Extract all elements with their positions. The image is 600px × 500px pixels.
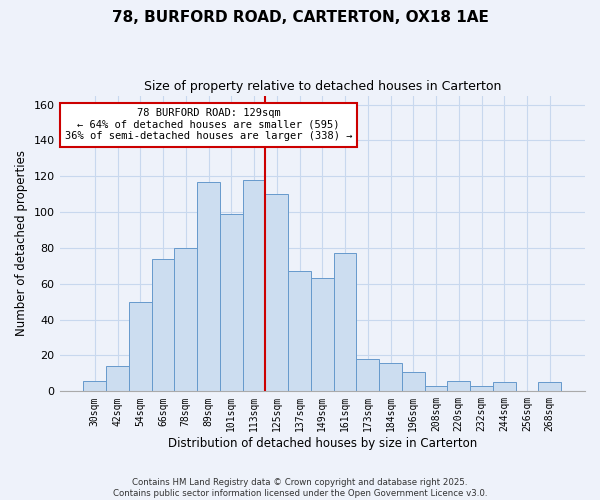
Bar: [334, 254, 356, 392]
Y-axis label: Number of detached properties: Number of detached properties: [15, 150, 28, 336]
Bar: [83, 380, 106, 392]
Bar: [379, 362, 402, 392]
X-axis label: Distribution of detached houses by size in Carterton: Distribution of detached houses by size …: [167, 437, 477, 450]
Title: Size of property relative to detached houses in Carterton: Size of property relative to detached ho…: [143, 80, 501, 93]
Bar: [197, 182, 220, 392]
Bar: [356, 359, 379, 392]
Text: Contains HM Land Registry data © Crown copyright and database right 2025.
Contai: Contains HM Land Registry data © Crown c…: [113, 478, 487, 498]
Bar: [152, 258, 175, 392]
Bar: [242, 180, 265, 392]
Text: 78, BURFORD ROAD, CARTERTON, OX18 1AE: 78, BURFORD ROAD, CARTERTON, OX18 1AE: [112, 10, 488, 25]
Bar: [538, 382, 561, 392]
Bar: [265, 194, 288, 392]
Bar: [402, 372, 425, 392]
Bar: [493, 382, 515, 392]
Bar: [106, 366, 129, 392]
Text: 78 BURFORD ROAD: 129sqm
← 64% of detached houses are smaller (595)
36% of semi-d: 78 BURFORD ROAD: 129sqm ← 64% of detache…: [65, 108, 352, 142]
Bar: [220, 214, 242, 392]
Bar: [175, 248, 197, 392]
Bar: [448, 380, 470, 392]
Bar: [425, 386, 448, 392]
Bar: [470, 386, 493, 392]
Bar: [129, 302, 152, 392]
Bar: [288, 271, 311, 392]
Bar: [311, 278, 334, 392]
